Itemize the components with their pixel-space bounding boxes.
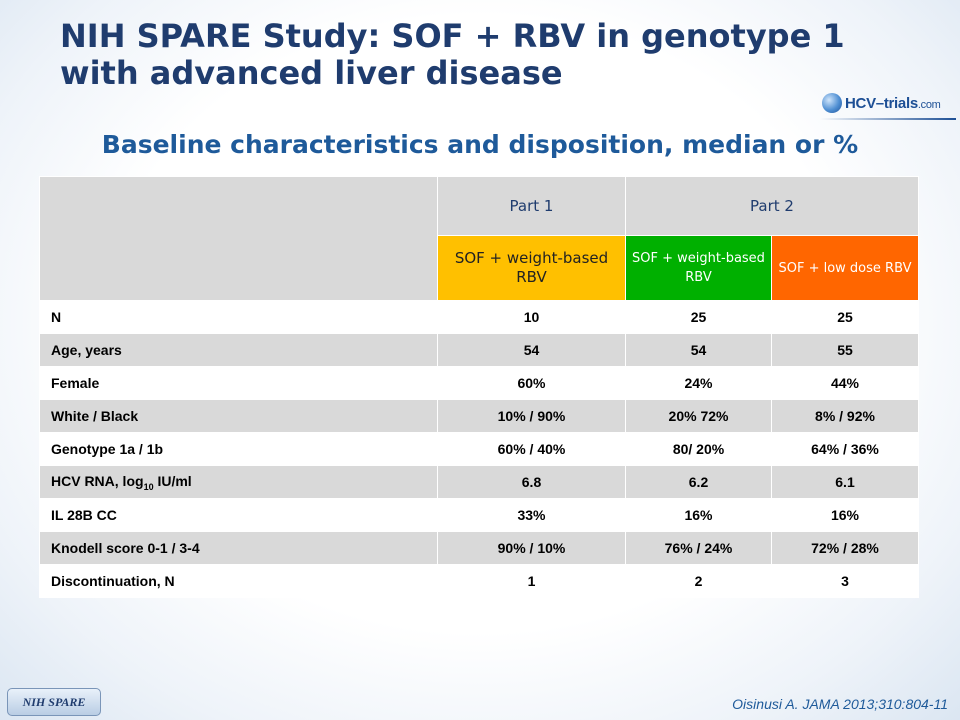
table-cell: 72% / 28%: [771, 531, 919, 565]
table-row: HCV RNA, log10 IU/ml 6.8 6.2 6.1: [39, 465, 919, 499]
table-cell: 90% / 10%: [437, 531, 626, 565]
slide-title: NIH SPARE Study: SOF + RBV in genotype 1…: [60, 17, 845, 92]
table-cell: 64% / 36%: [771, 432, 919, 466]
row-label: HCV RNA, log10 IU/ml: [39, 465, 438, 499]
table-cell: 3: [771, 564, 919, 598]
table-cell: 44%: [771, 366, 919, 400]
table-cell: 8% / 92%: [771, 399, 919, 433]
table-cell: 1: [437, 564, 626, 598]
table-cell: 55: [771, 333, 919, 367]
hcv-trials-logo: HCV–trials.com: [822, 90, 956, 116]
row-label: N: [39, 300, 438, 334]
table-row: Genotype 1a / 1b 60% / 40% 80/ 20% 64% /…: [39, 432, 919, 466]
part1-header: Part 1: [437, 176, 626, 236]
table-cell: 20% 72%: [625, 399, 772, 433]
table-cell: 80/ 20%: [625, 432, 772, 466]
table-cell: 6.8: [437, 465, 626, 499]
table-cell: 10% / 90%: [437, 399, 626, 433]
table-row: Discontinuation, N 1 2 3: [39, 564, 919, 598]
table-cell: 76% / 24%: [625, 531, 772, 565]
table-cell: 54: [437, 333, 626, 367]
table-cell: 16%: [625, 498, 772, 532]
arm-header-row: SOF + weight-based RBV SOF + weight-base…: [40, 235, 919, 301]
table-cell: 25: [771, 300, 919, 334]
table-cell: 10: [437, 300, 626, 334]
table-row: Female 60% 24% 44%: [39, 366, 919, 400]
table-cell: 54: [625, 333, 772, 367]
row-label: Knodell score 0-1 / 3-4: [39, 531, 438, 565]
table-row: IL 28B CC 33% 16% 16%: [39, 498, 919, 532]
table-cell: 60% / 40%: [437, 432, 626, 466]
part-header-row: Part 1 Part 2: [39, 176, 919, 301]
row-label: Age, years: [39, 333, 438, 367]
arm-header-part2-weight: SOF + weight-based RBV: [625, 235, 772, 301]
table-cell: 6.1: [771, 465, 919, 499]
table-cell: 33%: [437, 498, 626, 532]
table-cell: 25: [625, 300, 772, 334]
logo-underline: [820, 118, 956, 120]
table-row: N 10 25 25: [39, 300, 919, 334]
globe-icon: [822, 93, 842, 113]
row-label: White / Black: [39, 399, 438, 433]
table-row: Age, years 54 54 55: [39, 333, 919, 367]
study-badge: NIH SPARE: [7, 688, 101, 716]
table-cell: 6.2: [625, 465, 772, 499]
part2-header: Part 2: [625, 176, 919, 236]
table-row: Knodell score 0-1 / 3-4 90% / 10% 76% / …: [39, 531, 919, 565]
table-cell: 16%: [771, 498, 919, 532]
row-label: IL 28B CC: [39, 498, 438, 532]
table-cell: 24%: [625, 366, 772, 400]
table-cell: 2: [625, 564, 772, 598]
baseline-table: Part 1 Part 2 SOF + weight-based RBV SOF…: [39, 176, 919, 598]
table-cell: 60%: [437, 366, 626, 400]
corner-cell: [39, 176, 438, 301]
row-label: Discontinuation, N: [39, 564, 438, 598]
arm-header-part1: SOF + weight-based RBV: [437, 235, 626, 301]
logo-text: HCV–trials.com: [845, 94, 941, 112]
table-row: White / Black 10% / 90% 20% 72% 8% / 92%: [39, 399, 919, 433]
row-label: Female: [39, 366, 438, 400]
arm-header-part2-low: SOF + low dose RBV: [771, 235, 919, 301]
slide-subtitle: Baseline characteristics and disposition…: [101, 130, 859, 159]
row-label: Genotype 1a / 1b: [39, 432, 438, 466]
citation: Oisinusi A. JAMA 2013;310:804-11: [732, 696, 948, 712]
